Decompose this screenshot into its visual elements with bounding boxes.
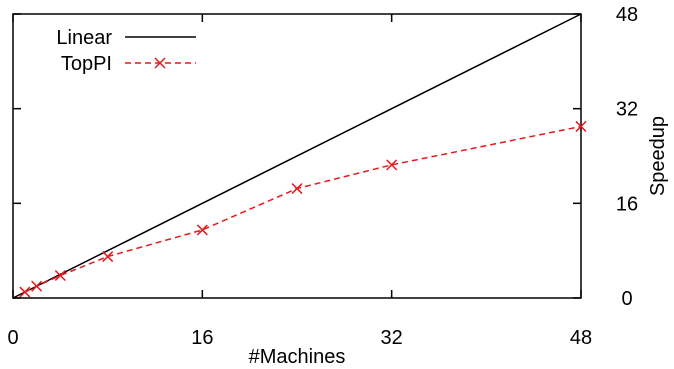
series-line-linear (12, 13, 582, 299)
x-tick-label: 48 (570, 327, 592, 349)
data-point-toppi (102, 251, 114, 263)
legend-label-toppi: TopPI (61, 53, 112, 75)
legend-label-linear: Linear (56, 27, 112, 49)
data-point-toppi (575, 120, 587, 132)
x-axis-title: #Machines (249, 346, 346, 368)
data-point-toppi (54, 269, 66, 282)
y-tick-label: 0 (621, 288, 632, 310)
y-axis-title: Speedup (647, 116, 669, 196)
data-point-toppi (31, 280, 43, 292)
legend: Linear TopPI (56, 27, 196, 75)
y-tick-label: 48 (616, 4, 638, 26)
x-tick-label: 32 (381, 327, 403, 349)
data-point-toppi (291, 183, 303, 195)
data-point-toppi (196, 224, 208, 236)
data-point-toppi (19, 286, 31, 298)
axis-ticks: 0 16 32 48 0 16 32 48 (7, 4, 638, 349)
x-tick-label: 16 (191, 327, 213, 349)
x-tick-label: 0 (7, 327, 18, 349)
y-tick-label: 16 (616, 193, 638, 215)
legend-marker-toppi (154, 57, 166, 69)
plot-frame (12, 13, 582, 299)
y-tick-label: 32 (616, 99, 638, 121)
data-point-toppi (386, 159, 398, 171)
series-layer (12, 13, 587, 299)
series-line-toppi (24, 125, 582, 293)
